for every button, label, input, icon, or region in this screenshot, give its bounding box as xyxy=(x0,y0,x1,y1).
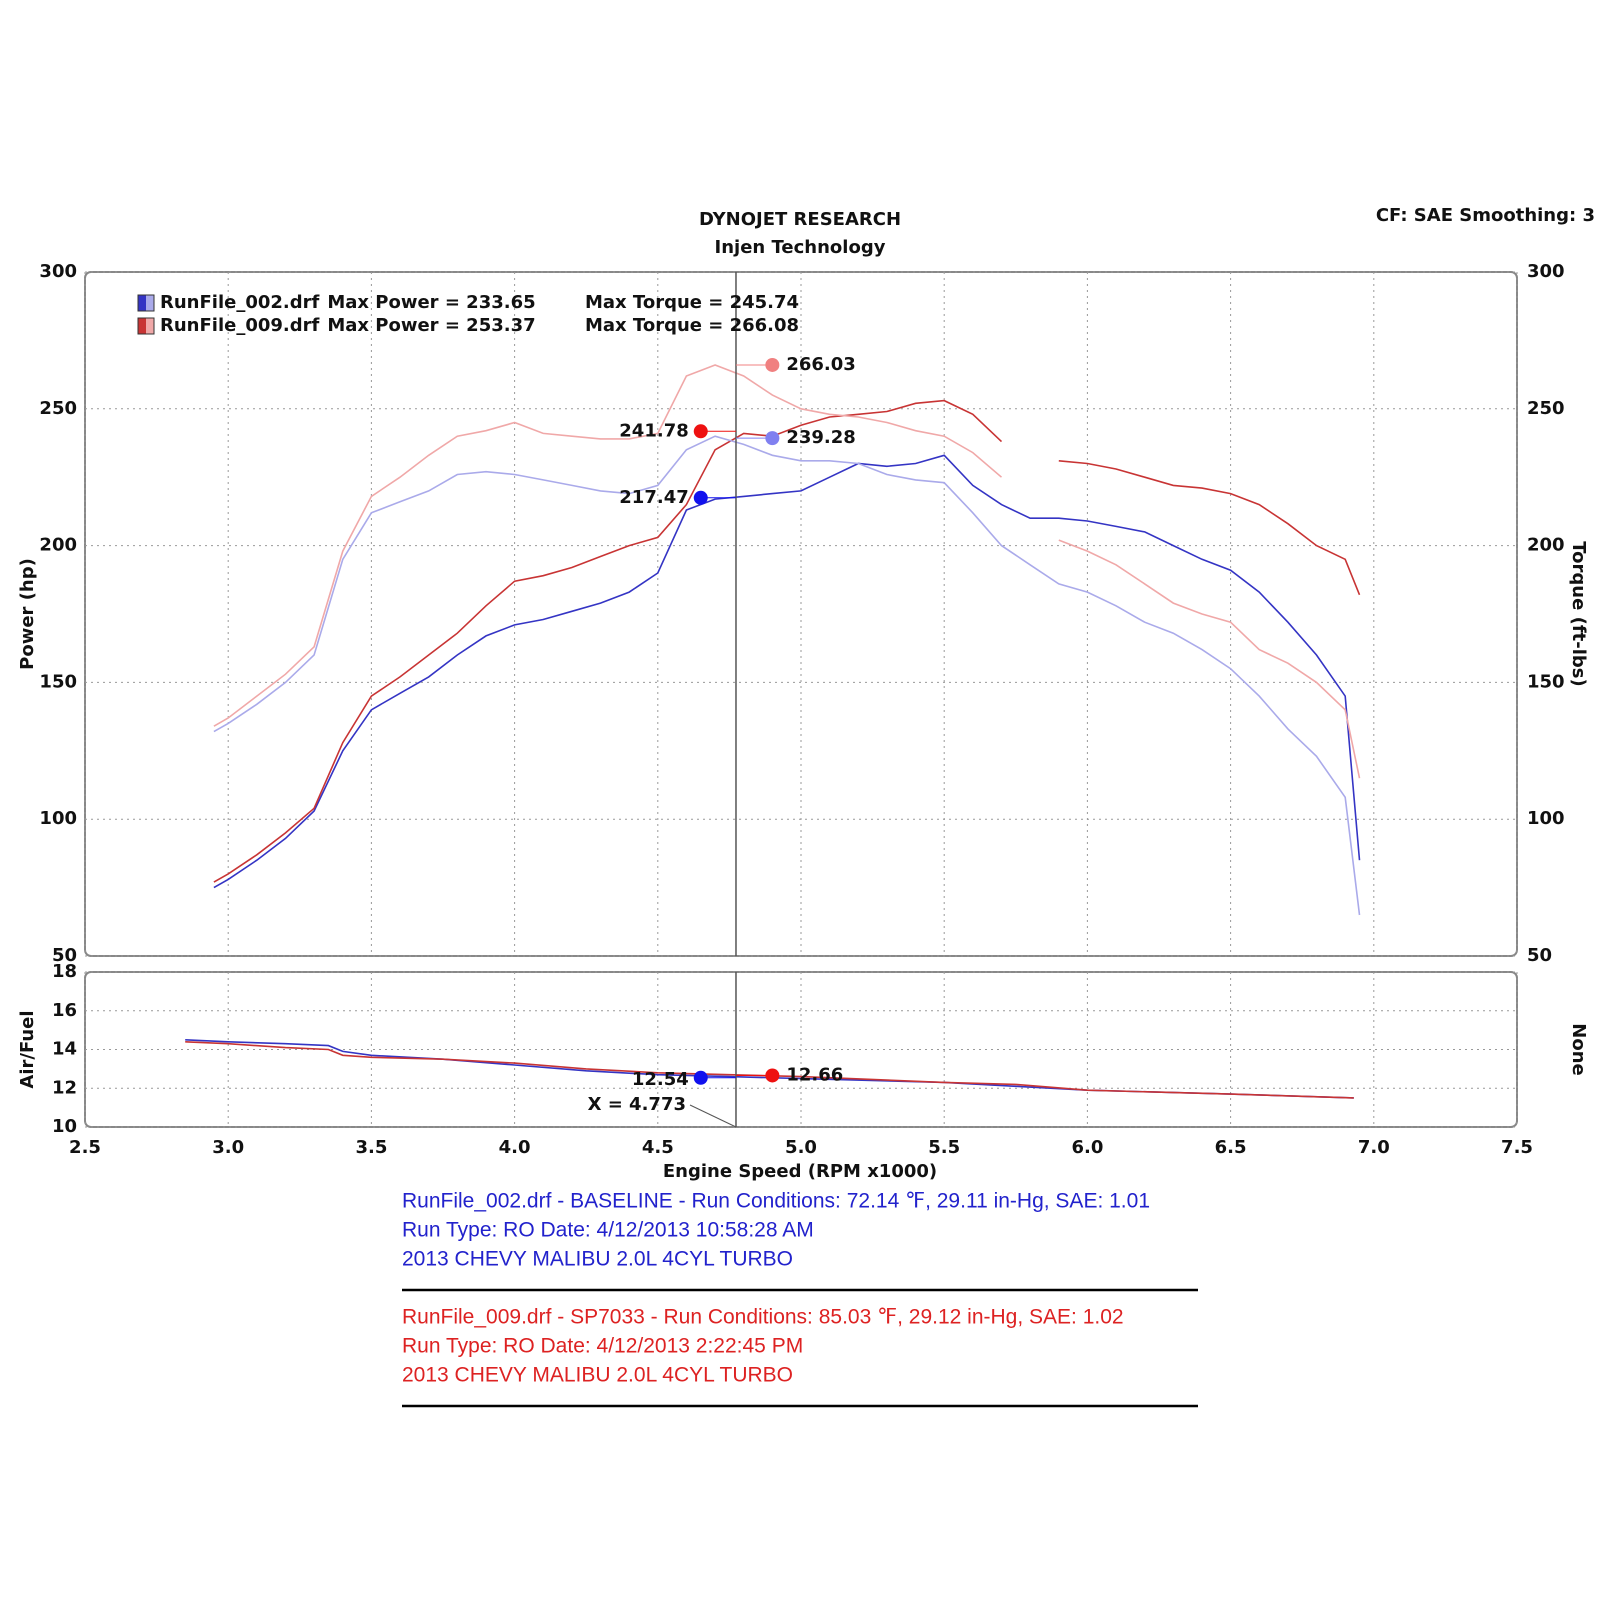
marker xyxy=(693,1070,708,1085)
y-axis-label: Air/Fuel xyxy=(17,1010,38,1088)
legend-max-power: Max Power = 233.65 xyxy=(327,292,535,313)
y2-axis-label: None xyxy=(1568,1023,1589,1075)
y2-tick-label: 300 xyxy=(1527,261,1565,282)
x-tick-label: 6.5 xyxy=(1215,1137,1247,1158)
footer-line: 2013 CHEVY MALIBU 2.0L 4CYL TURBO xyxy=(402,1364,793,1387)
y-axis-label: Power (hp) xyxy=(17,558,38,670)
x-tick-label: 7.0 xyxy=(1358,1137,1390,1158)
marker xyxy=(693,490,708,505)
data-line xyxy=(213,399,1361,883)
x-tick-label: 4.5 xyxy=(642,1137,674,1158)
marker-label: 12.66 xyxy=(786,1064,843,1085)
footer-line: 2013 CHEVY MALIBU 2.0L 4CYL TURBO xyxy=(402,1248,793,1271)
legend-max-power: Max Power = 253.37 xyxy=(327,315,535,336)
y-tick-label: 200 xyxy=(39,535,77,556)
data-line xyxy=(185,1041,1354,1099)
marker-label: 12.54 xyxy=(632,1069,689,1090)
x-tick-label: 2.5 xyxy=(69,1137,101,1158)
cursor-label-leader xyxy=(689,1104,737,1128)
x-tick-label: 3.0 xyxy=(212,1137,244,1158)
cursor-label: X = 4.773 xyxy=(588,1094,686,1115)
marker xyxy=(693,424,708,439)
legend-swatch-border xyxy=(137,294,155,312)
y-tick-label: 50 xyxy=(52,945,77,966)
data-line xyxy=(213,364,1361,779)
y-tick-label: 10 xyxy=(52,1116,77,1137)
x-axis-label: Engine Speed (RPM x1000) xyxy=(663,1161,937,1182)
legend-name: RunFile_009.drf xyxy=(160,315,320,336)
data-line xyxy=(185,1039,1354,1099)
y-tick-label: 18 xyxy=(52,961,77,982)
footer-line: Run Type: RO Date: 4/12/2013 2:22:45 PM xyxy=(402,1335,803,1358)
legend-entry: RunFile_009.drf Max Power = 253.37 xyxy=(160,315,536,336)
footer-line: RunFile_009.drf - SP7033 - Run Condition… xyxy=(402,1306,1124,1329)
y-tick-label: 250 xyxy=(39,398,77,419)
x-tick-label: 7.5 xyxy=(1501,1137,1533,1158)
marker xyxy=(765,357,780,372)
marker xyxy=(765,431,780,446)
legend-max-torque: Max Torque = 245.74 xyxy=(585,292,799,313)
subtitle: Injen Technology xyxy=(715,237,886,258)
marker-label: 241.78 xyxy=(619,420,688,441)
legend-swatch xyxy=(138,295,146,311)
y-tick-label: 14 xyxy=(52,1039,77,1060)
data-line xyxy=(213,454,1361,889)
x-tick-label: 5.0 xyxy=(785,1137,817,1158)
legend-swatch xyxy=(146,318,154,334)
legend-swatch-border xyxy=(137,317,155,335)
marker-label: 217.47 xyxy=(619,487,688,508)
footer-line: RunFile_002.drf - BASELINE - Run Conditi… xyxy=(402,1190,1150,1213)
footer-line: Run Type: RO Date: 4/12/2013 10:58:28 AM xyxy=(402,1219,814,1242)
settings: CF: SAE Smoothing: 3 xyxy=(1376,205,1595,226)
x-tick-label: 3.5 xyxy=(355,1137,387,1158)
y2-tick-label: 50 xyxy=(1527,945,1552,966)
legend-entry: RunFile_002.drf Max Power = 233.65 xyxy=(160,292,536,313)
x-tick-label: 5.5 xyxy=(928,1137,960,1158)
legend-swatch xyxy=(146,295,154,311)
y2-tick-label: 200 xyxy=(1527,535,1565,556)
data-line xyxy=(213,435,1361,916)
y-tick-label: 16 xyxy=(52,1000,77,1021)
y-tick-label: 300 xyxy=(39,261,77,282)
marker-label: 239.28 xyxy=(786,427,855,448)
x-tick-label: 6.0 xyxy=(1071,1137,1103,1158)
y2-axis-label: Torque (ft-lbs) xyxy=(1568,541,1589,686)
x-tick-label: 4.0 xyxy=(499,1137,531,1158)
y2-tick-label: 100 xyxy=(1527,808,1565,829)
legend-swatch xyxy=(138,318,146,334)
marker xyxy=(765,1068,780,1083)
y-tick-label: 100 xyxy=(39,808,77,829)
legend-max-torque: Max Torque = 266.08 xyxy=(585,315,799,336)
y-tick-label: 150 xyxy=(39,671,77,692)
y2-tick-label: 250 xyxy=(1527,398,1565,419)
y2-tick-label: 150 xyxy=(1527,671,1565,692)
marker-label: 266.03 xyxy=(786,354,855,375)
title: DYNOJET RESEARCH xyxy=(699,209,901,230)
y-tick-label: 12 xyxy=(52,1077,77,1098)
legend-name: RunFile_002.drf xyxy=(160,292,320,313)
